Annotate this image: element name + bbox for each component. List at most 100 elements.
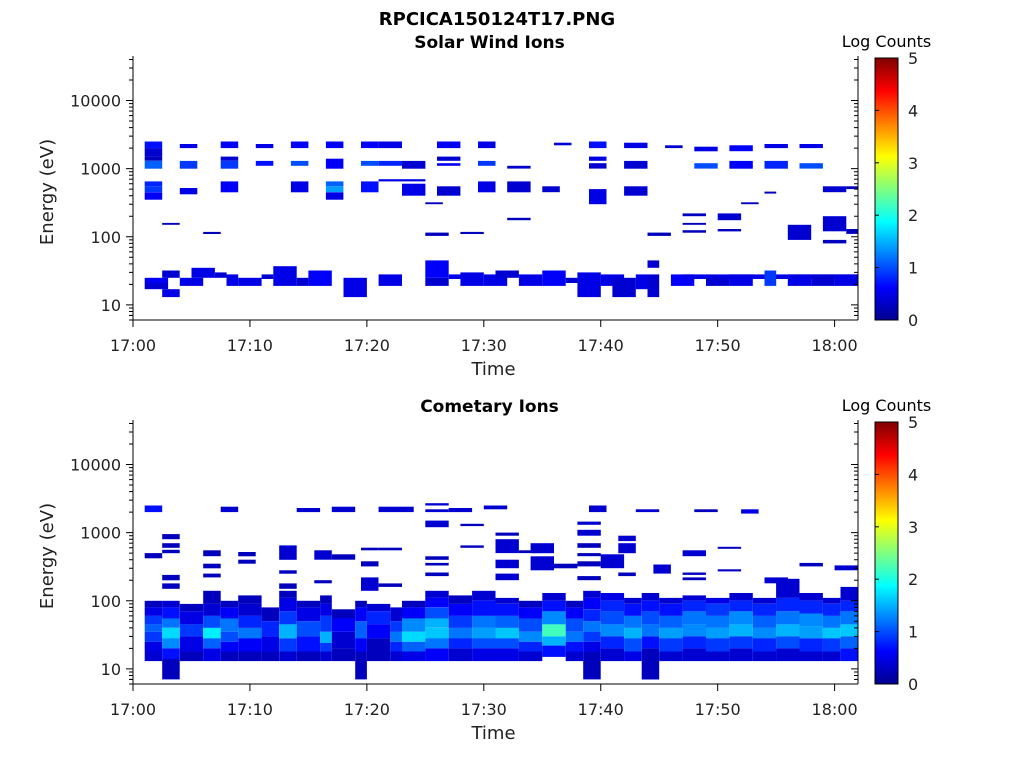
heatmap-cell bbox=[577, 561, 601, 567]
heatmap-cell bbox=[583, 651, 601, 680]
heatmap-cell bbox=[507, 217, 531, 221]
colorbar-tick-label: 1 bbox=[908, 259, 918, 278]
heatmap-cell bbox=[840, 600, 858, 612]
heatmap-cell bbox=[238, 277, 262, 286]
heatmap-cell bbox=[846, 229, 858, 234]
heatmap-cell bbox=[238, 627, 262, 639]
heatmap-cell bbox=[641, 648, 660, 680]
heatmap-cell bbox=[308, 270, 332, 286]
x-tick-label: 18:00 bbox=[812, 336, 858, 355]
heatmap-cell bbox=[162, 607, 180, 619]
heatmap-cell bbox=[776, 636, 800, 649]
heatmap-cell bbox=[314, 550, 332, 560]
heatmap-cell bbox=[144, 607, 163, 616]
heatmap-cell bbox=[799, 600, 823, 614]
heatmap-cell bbox=[840, 624, 858, 637]
heatmap-cell bbox=[144, 631, 163, 642]
heatmap-cell bbox=[390, 607, 402, 622]
heatmap-cell bbox=[279, 624, 297, 639]
y-tick-label: 10000 bbox=[70, 92, 121, 111]
heatmap-cell bbox=[518, 631, 543, 642]
x-tick-label: 17:00 bbox=[110, 700, 156, 719]
x-tick-label: 17:00 bbox=[110, 336, 156, 355]
heatmap-cell bbox=[565, 618, 584, 632]
heatmap-cell bbox=[822, 627, 841, 639]
heatmap-cell bbox=[162, 600, 180, 608]
colorbar-tick-label: 2 bbox=[908, 206, 918, 225]
heatmap-cell bbox=[542, 636, 566, 646]
heatmap-cell bbox=[437, 156, 461, 161]
heatmap-cell bbox=[162, 583, 180, 589]
heatmap-cell bbox=[565, 600, 584, 608]
heatmap-cell bbox=[518, 607, 543, 619]
heatmap-cell bbox=[279, 570, 297, 574]
heatmap-cell bbox=[220, 641, 239, 652]
heatmap-cell bbox=[366, 611, 391, 625]
heatmap-cell bbox=[402, 641, 426, 652]
heatmap-cell bbox=[390, 631, 402, 642]
heatmap-cell bbox=[425, 638, 449, 649]
heatmap-cell bbox=[390, 621, 402, 632]
heatmap-cell bbox=[255, 160, 274, 166]
y-tick-label: 100 bbox=[90, 228, 121, 247]
heatmap-cell bbox=[583, 641, 601, 652]
heatmap-cell bbox=[325, 181, 344, 187]
y-tick-label: 1000 bbox=[80, 524, 121, 543]
heatmap-cell bbox=[220, 607, 239, 619]
heatmap-cell bbox=[162, 289, 180, 298]
heatmap-cell bbox=[495, 597, 519, 604]
heatmap-cell bbox=[437, 141, 461, 149]
heatmap-cell bbox=[583, 631, 601, 642]
colorbar-tick-label: 3 bbox=[908, 154, 918, 173]
heatmap-cell bbox=[144, 148, 163, 157]
heatmap-cell bbox=[437, 186, 461, 196]
heatmap-cell bbox=[554, 142, 572, 146]
heatmap-cell bbox=[162, 658, 180, 680]
heatmap-cell bbox=[144, 624, 163, 632]
heatmap-cell bbox=[425, 562, 449, 566]
heatmap-cell bbox=[840, 611, 858, 625]
heatmap-cell bbox=[203, 550, 221, 557]
heatmap-cell bbox=[776, 597, 800, 612]
heatmap-cell bbox=[752, 615, 777, 628]
heatmap-cell bbox=[583, 590, 601, 598]
colorbar-tick-label: 1 bbox=[908, 623, 918, 642]
heatmap-cell bbox=[507, 181, 531, 193]
heatmap-cell bbox=[320, 643, 332, 652]
heatmap-cell bbox=[425, 202, 443, 205]
colorbar-tick-label: 0 bbox=[908, 311, 918, 330]
heatmap-cell bbox=[361, 547, 379, 551]
heatmap-cell bbox=[624, 603, 642, 616]
heatmap-cell bbox=[378, 160, 402, 166]
heatmap-cell bbox=[729, 648, 753, 662]
heatmap-cell bbox=[203, 603, 221, 616]
heatmap-cell bbox=[214, 272, 227, 278]
heatmap-cell bbox=[203, 638, 221, 649]
heatmap-cell bbox=[279, 545, 297, 560]
heatmap-cell bbox=[799, 638, 823, 652]
heatmap-cell bbox=[296, 621, 321, 637]
heatmap-cell bbox=[554, 563, 578, 569]
heatmap-cell bbox=[600, 648, 625, 662]
heatmap-cell bbox=[162, 638, 180, 649]
heatmap-cell bbox=[659, 615, 683, 628]
heatmap-cell bbox=[682, 222, 706, 225]
heatmap-cell bbox=[179, 636, 204, 652]
x-tick-label: 17:30 bbox=[461, 700, 507, 719]
heatmap-cell bbox=[495, 638, 519, 649]
heatmap-cell bbox=[741, 509, 759, 514]
heatmap-cell bbox=[659, 627, 683, 639]
heatmap-cell bbox=[583, 597, 601, 610]
colorbar-gradient bbox=[874, 57, 899, 321]
heatmap-cell bbox=[624, 627, 642, 639]
heatmap-cell bbox=[799, 613, 823, 627]
heatmap-cell bbox=[255, 144, 274, 149]
heatmap-cell bbox=[694, 163, 718, 169]
heatmap-cell bbox=[478, 181, 496, 193]
heatmap-cell bbox=[366, 638, 391, 662]
heatmap-cell bbox=[425, 277, 449, 286]
heatmap-cell bbox=[659, 597, 683, 604]
heatmap-cell bbox=[238, 615, 262, 628]
heatmap-cell bbox=[402, 183, 426, 196]
